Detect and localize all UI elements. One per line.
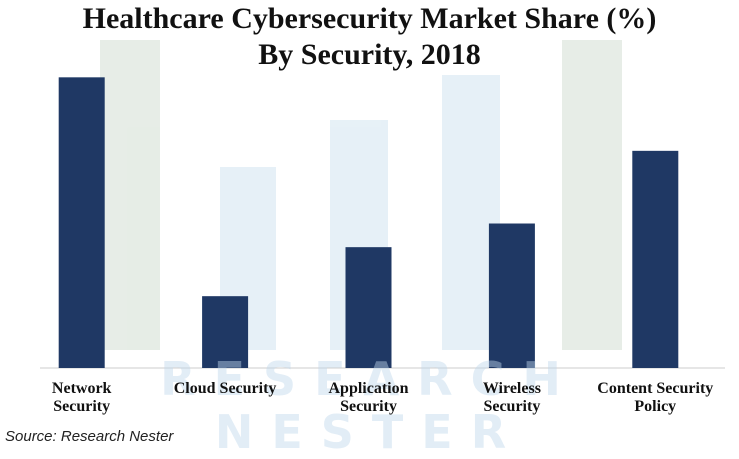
x-tick-label: Cloud Security [173,380,277,397]
bar [202,296,249,368]
bar [632,150,679,368]
bar [488,223,535,368]
x-tick-label: Wireless Security [482,380,541,415]
watermark: NESTER [214,405,525,459]
x-tick-label: Content Security Policy [597,380,714,415]
bar [345,247,392,368]
x-tick-label: Network Security [51,380,112,415]
source: Source: Research Nester [5,428,174,445]
chart-title: Healthcare Cybersecurity Market Share (%… [82,2,657,35]
x-tick-label: Application Security [328,380,409,415]
bar [58,77,105,368]
watermark: RESEARCH [160,352,579,406]
watermark-shapes [100,40,622,350]
chart-subtitle: By Security, 2018 [258,38,481,71]
